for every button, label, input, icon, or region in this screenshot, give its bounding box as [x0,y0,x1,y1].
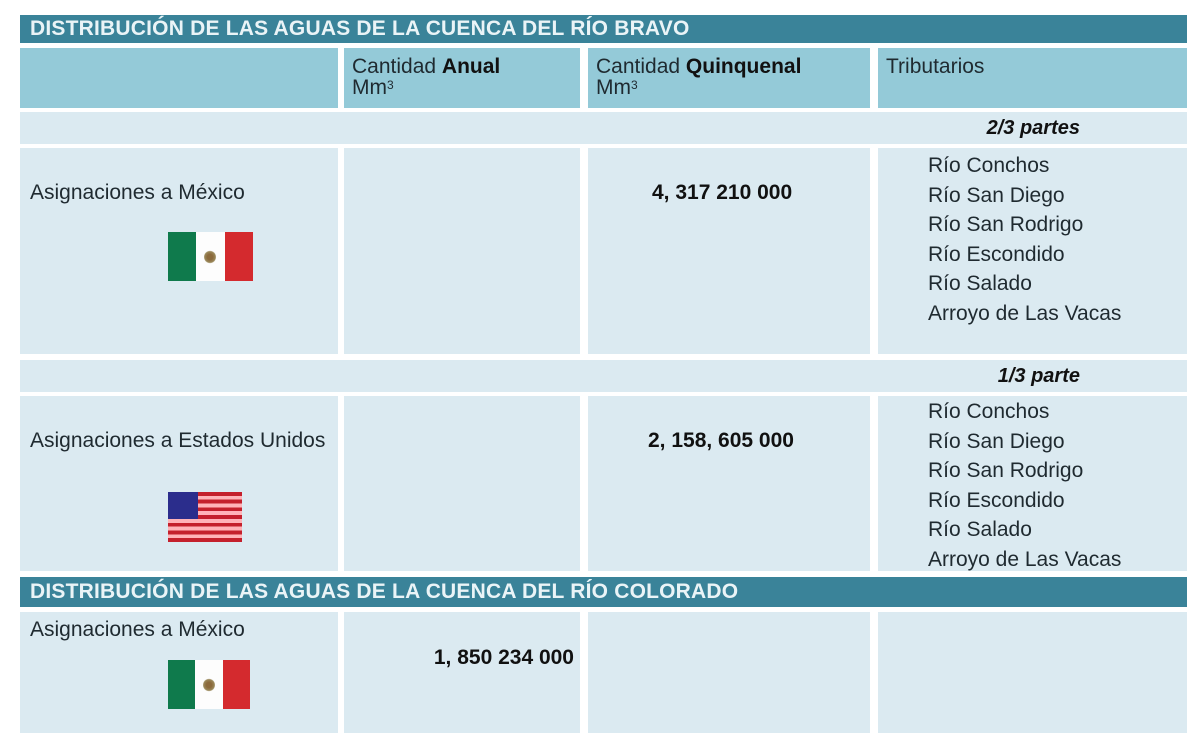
tributario-item: Río San Diego [928,183,1065,207]
quinquenal-value: 4, 317 210 000 [652,181,793,204]
cell-label-mexico: Asignaciones a México [20,148,338,354]
usa-flag-icon [168,492,242,542]
fraction-row-mexico: 2/3 partes [20,112,1187,144]
mexico-flag-icon [168,660,250,709]
section-title-rio-bravo: DISTRIBUCIÓN DE LAS AGUAS DE LA CUENCA D… [20,15,1187,43]
cell-tributarios-usa: Río Conchos Río San Diego Río San Rodrig… [878,396,1187,571]
header-prefix: Cantidad [352,55,442,78]
header-exponent: 3 [631,78,638,92]
cell-label-usa: Asignaciones a Estados Unidos [20,396,338,571]
section-title-rio-colorado: DISTRIBUCIÓN DE LAS AGUAS DE LA CUENCA D… [20,577,1187,607]
tributario-item: Río Escondido [928,242,1065,266]
tributario-item: Arroyo de Las Vacas [928,301,1122,325]
cell-quinquenal-usa: 2, 158, 605 000 [588,396,870,571]
tributario-item: Río San Diego [928,429,1065,453]
cell-tributarios-mexico: Río Conchos Río San Diego Río San Rodrig… [878,148,1187,354]
cell-quinquenal-mexico: 4, 317 210 000 [588,148,870,354]
header-unit: Mm [596,76,631,99]
tributario-item: Río Salado [928,518,1032,542]
tributario-item: Río Salado [928,272,1032,296]
header-bold: Quinquenal [685,55,802,78]
mexico-flag-icon [168,232,253,281]
anual-value: 1, 850 234 000 [433,646,574,669]
cell-anual-mexico [344,148,580,354]
tributario-item: Río Conchos [928,400,1050,423]
tributario-item: Arroyo de Las Vacas [928,547,1122,571]
row-label: Asignaciones a México [30,618,245,641]
header-exponent: 3 [387,78,394,92]
fraction-row-usa: 1/3 parte [20,360,1187,392]
tributario-item: Río Escondido [928,488,1065,512]
quinquenal-value: 2, 158, 605 000 [648,429,794,452]
row-label: Asignaciones a México [30,181,245,204]
header-cell-cantidad-quinquenal: Cantidad Quinquenal Mm3 [588,48,870,108]
header-cell-empty [20,48,338,108]
header-cell-cantidad-anual: Cantidad Anual Mm3 [344,48,580,108]
cell-quinquenal-colorado-mexico [588,612,870,733]
header-prefix: Cantidad [596,55,686,78]
tributarios-list: Río Conchos Río San Diego Río San Rodrig… [928,151,1121,329]
tributario-item: Río Conchos [928,154,1050,177]
cell-anual-colorado-mexico: 1, 850 234 000 [344,612,580,733]
row-label: Asignaciones a Estados Unidos [30,429,326,452]
tributario-item: Río San Rodrigo [928,213,1084,237]
tributarios-list: Río Conchos Río San Diego Río San Rodrig… [928,397,1121,575]
header-bold: Anual [441,55,501,78]
cell-tributarios-colorado-mexico [878,612,1187,733]
cell-label-colorado-mexico: Asignaciones a México [20,612,338,733]
header-unit: Mm [352,76,387,99]
tributario-item: Río San Rodrigo [928,459,1084,483]
header-label: Tributarios [886,55,985,78]
cell-anual-usa [344,396,580,571]
header-cell-tributarios: Tributarios [878,48,1187,108]
